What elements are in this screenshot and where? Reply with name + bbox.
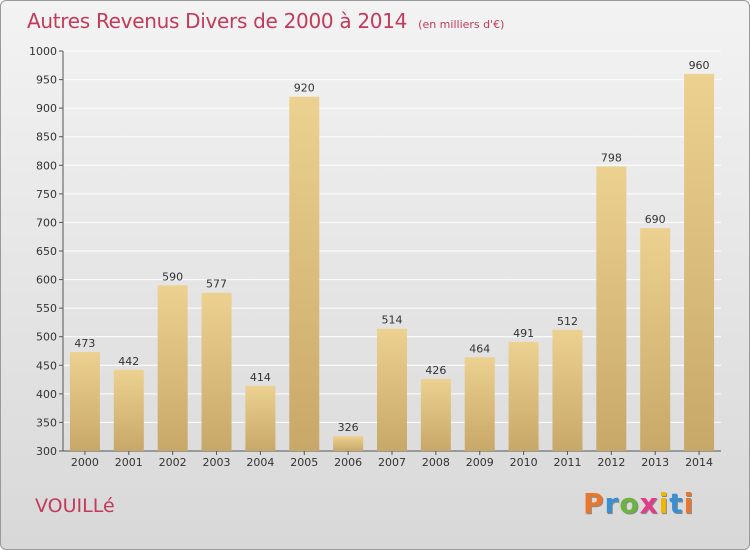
y-tick-label: 300 [36, 445, 57, 458]
data-label: 590 [162, 270, 183, 283]
bars [69, 73, 715, 451]
y-tick-label: 500 [36, 331, 57, 344]
x-tick-label: 2008 [422, 456, 450, 469]
x-tick-label: 2004 [246, 456, 274, 469]
x-tick-label: 2010 [510, 456, 538, 469]
data-label: 798 [601, 151, 622, 164]
data-label: 464 [469, 342, 490, 355]
bar-2004 [245, 385, 276, 451]
y-tick-label: 950 [36, 74, 57, 87]
bar-2007 [377, 328, 407, 451]
bar-2013 [640, 228, 671, 451]
logo-letter: t [669, 487, 684, 520]
y-tick-label: 900 [36, 102, 57, 115]
x-tick-label: 2002 [159, 456, 187, 469]
proxiti-logo: Proxiti [583, 487, 694, 520]
x-tick-label: 2013 [641, 456, 669, 469]
x-tick-label: 2000 [71, 456, 99, 469]
bar-2006 [333, 436, 364, 451]
x-tick-label: 2001 [115, 456, 143, 469]
y-tick-label: 800 [36, 159, 57, 172]
bar-2001 [113, 369, 144, 451]
bar-2000 [69, 352, 100, 451]
bar-2002 [157, 285, 188, 451]
chart-title: Autres Revenus Divers de 2000 à 2014 [27, 9, 408, 33]
bar-2010 [508, 341, 539, 451]
data-label: 414 [250, 371, 271, 384]
x-tick-label: 2014 [685, 456, 713, 469]
data-label: 920 [294, 82, 315, 95]
y-tick-label: 400 [36, 388, 57, 401]
x-tick-label: 2007 [378, 456, 406, 469]
data-label: 577 [206, 278, 227, 291]
x-tick-label: 2006 [334, 456, 362, 469]
y-tick-label: 1000 [29, 45, 57, 58]
logo-letter: i [658, 487, 670, 520]
tick-labels: 300 350 400 450 500 550 600 650 700 750 800 850 900 9… [29, 45, 713, 469]
x-tick-label: 2005 [290, 456, 318, 469]
data-label: 960 [689, 59, 710, 72]
data-label: 426 [425, 364, 446, 377]
x-tick-label: 2011 [553, 456, 581, 469]
chart-subtitle: (en milliers d'€) [418, 18, 505, 31]
bar-2014 [684, 73, 715, 451]
logo-letter: x [639, 487, 659, 520]
y-tick-label: 350 [36, 416, 57, 429]
logo-letter: i [683, 487, 695, 520]
y-tick-label: 550 [36, 302, 57, 315]
y-tick-label: 650 [36, 245, 57, 258]
data-labels: 473 442 590 577 414 920 326 514 426 464 491 512 798 6… [74, 59, 709, 434]
y-tick-label: 700 [36, 216, 57, 229]
logo-letter: r [604, 487, 620, 520]
x-tick-label: 2012 [597, 456, 625, 469]
y-tick-label: 750 [36, 188, 57, 201]
data-label: 512 [557, 315, 578, 328]
logo-letter: o [619, 487, 640, 520]
bar-2012 [596, 166, 627, 451]
y-tick-label: 850 [36, 131, 57, 144]
y-tick-label: 450 [36, 359, 57, 372]
bar-2009 [464, 357, 495, 451]
x-tick-label: 2003 [203, 456, 231, 469]
data-label: 491 [513, 327, 534, 340]
bar-2008 [420, 379, 451, 451]
data-label: 442 [118, 355, 139, 368]
x-tick-label: 2009 [466, 456, 494, 469]
data-label: 690 [645, 213, 666, 226]
data-label: 326 [338, 421, 359, 434]
chart-title-group: Autres Revenus Divers de 2000 à 2014 (en… [27, 9, 504, 33]
bar-2011 [552, 329, 583, 451]
data-label: 473 [74, 337, 95, 350]
data-label: 514 [382, 314, 403, 327]
bar-2005 [289, 96, 320, 451]
y-tick-label: 600 [36, 274, 57, 287]
bar-2003 [201, 292, 232, 451]
commune-name: VOUILLé [35, 495, 115, 517]
logo-letter: P [583, 487, 605, 520]
